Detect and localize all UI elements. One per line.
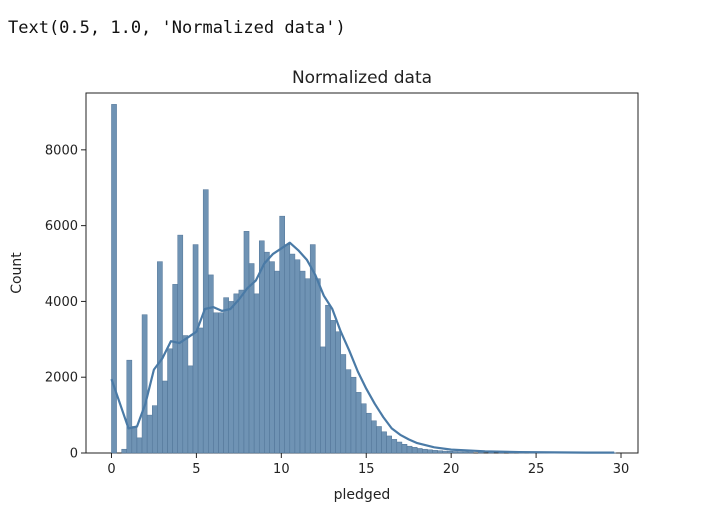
histogram-bar: [355, 392, 362, 454]
histogram-bar: [146, 414, 153, 454]
histogram-bar: [427, 449, 433, 454]
histogram-bar: [141, 314, 148, 454]
y-tick-label: 0: [70, 447, 78, 462]
x-tick-label: 20: [443, 462, 460, 477]
histogram-bars: [111, 104, 617, 454]
histogram-bar: [401, 444, 408, 454]
x-tick-label: 0: [107, 462, 115, 477]
histogram-bar: [396, 441, 403, 454]
x-tick-label: 25: [528, 462, 545, 477]
histogram-bar: [345, 369, 352, 454]
kde-line: [110, 241, 615, 454]
histogram-bar: [416, 448, 423, 454]
histogram-bar: [182, 335, 189, 454]
histogram-bar: [223, 297, 229, 454]
y-axis-ticks: 0 2000 4000 6000 8000: [45, 143, 86, 462]
histogram-bar: [365, 412, 372, 454]
histogram-bar: [467, 451, 474, 454]
histogram-bar: [192, 244, 199, 454]
y-tick-label: 4000: [45, 295, 78, 310]
histogram-bar: [284, 244, 291, 454]
histogram-bar: [172, 284, 178, 454]
histogram-bar: [340, 354, 347, 454]
histogram-bar: [151, 405, 158, 454]
histogram-bar: [330, 320, 336, 454]
histogram-bar: [162, 380, 168, 454]
y-tick-label: 6000: [45, 219, 78, 234]
histogram-bar: [391, 439, 398, 454]
y-axis-label: Count: [9, 252, 25, 294]
histogram-bar: [131, 426, 138, 454]
histogram-bar: [437, 450, 443, 454]
x-tick-label: 30: [613, 462, 630, 477]
histogram-bar: [126, 359, 133, 454]
x-tick-label: 10: [273, 462, 290, 477]
histogram-bar: [386, 435, 392, 454]
histogram-bar: [167, 348, 173, 454]
histogram-bar: [457, 451, 464, 454]
chart-title: Normalized data: [292, 68, 432, 88]
output-text: Text(0.5, 1.0, 'Normalized data'): [8, 18, 346, 38]
histogram-bar: [121, 448, 128, 454]
histogram-bar: [376, 426, 382, 454]
histogram-bar: [197, 327, 204, 454]
histogram-bar: [447, 451, 454, 454]
histogram-bar: [350, 376, 357, 454]
histogram-bar: [208, 274, 214, 454]
histogram-bar: [462, 451, 469, 454]
histogram-bar: [279, 215, 285, 454]
x-tick-label: 5: [192, 462, 200, 477]
histogram-bar: [269, 261, 275, 454]
histogram-bar: [294, 259, 301, 454]
x-axis-label: pledged: [334, 487, 391, 503]
histogram-bar: [202, 189, 209, 454]
histogram-bar: [299, 270, 306, 454]
histogram-bar: [264, 251, 270, 454]
histogram-bar: [238, 289, 245, 454]
histogram-bar: [320, 346, 326, 454]
histogram-bar: [243, 231, 250, 454]
histogram-bar: [315, 278, 321, 454]
x-axis-ticks: 0 5 10 15 20 25 30: [107, 453, 629, 477]
histogram-bar: [253, 293, 260, 454]
histogram-bar: [274, 270, 280, 454]
histogram-bar: [177, 234, 184, 454]
histogram-bar: [406, 445, 413, 454]
histogram-bar: [136, 437, 143, 454]
histogram-bar: [452, 451, 459, 454]
histogram-bar: [213, 312, 219, 454]
x-tick-label: 15: [358, 462, 375, 477]
histogram-bar: [442, 450, 449, 454]
histogram-bar: [228, 301, 235, 454]
histogram-bar: [325, 304, 331, 454]
y-tick-label: 2000: [45, 371, 78, 386]
histogram-bar: [381, 431, 387, 454]
histogram-bar: [335, 331, 342, 454]
histogram-bar: [304, 278, 311, 454]
histogram-bar: [233, 293, 240, 454]
histogram-bar: [360, 403, 367, 454]
y-tick-label: 8000: [45, 143, 78, 158]
histogram-bar: [218, 312, 224, 454]
histogram-bar: [289, 253, 296, 454]
histogram-bar: [411, 447, 418, 454]
histogram-bar: [111, 104, 117, 454]
histogram-bar: [187, 365, 194, 454]
histogram-bar: [432, 450, 438, 454]
histogram-bar: [371, 420, 377, 454]
histogram-bar: [422, 448, 428, 454]
histogram-bar: [248, 263, 255, 454]
